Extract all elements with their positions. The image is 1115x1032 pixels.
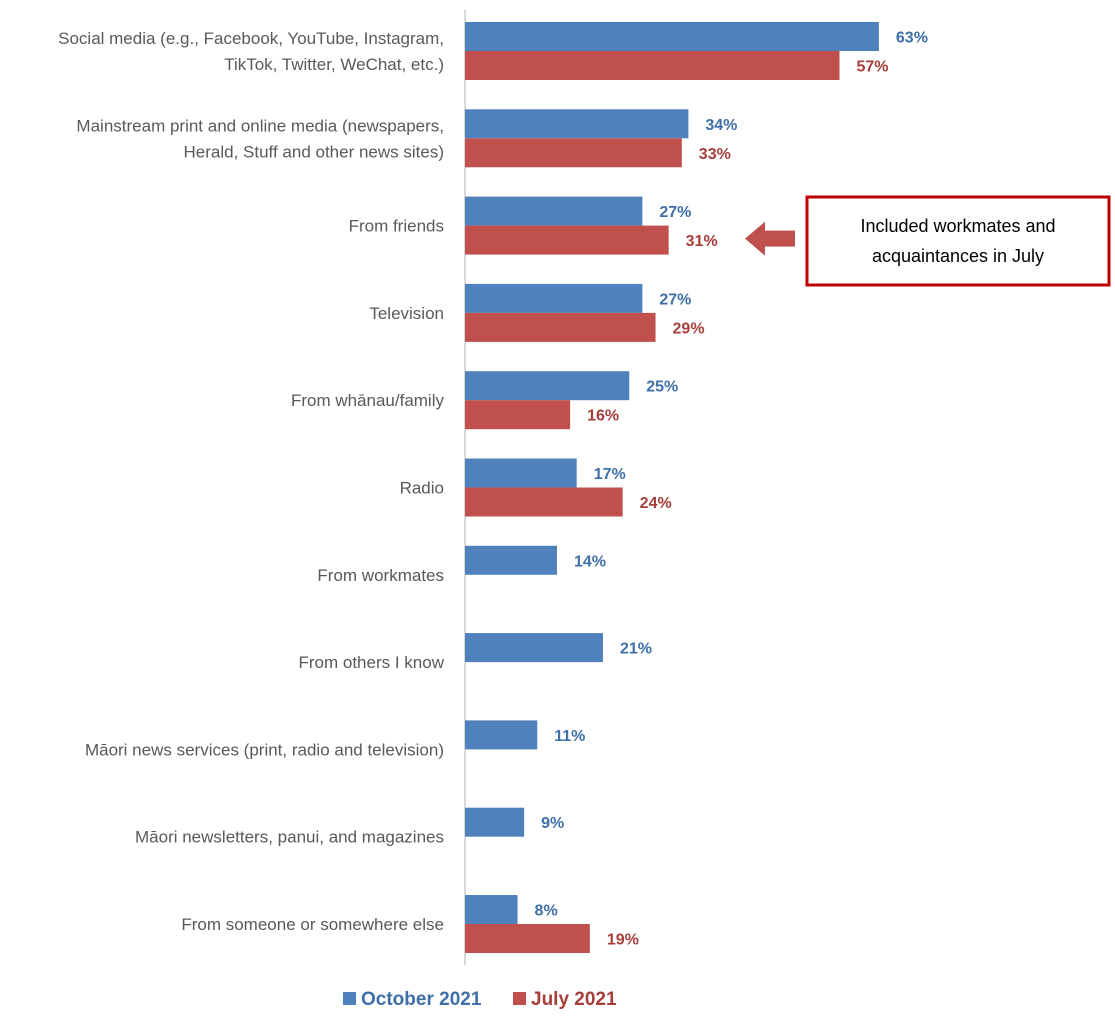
bar-october-2021 xyxy=(465,720,538,750)
value-label-july-2021: 33% xyxy=(699,146,731,163)
value-label-october-2021: 11% xyxy=(554,728,585,745)
value-label-october-2021: 25% xyxy=(646,379,678,396)
bar-october-2021 xyxy=(465,545,557,575)
annotation-box xyxy=(805,195,1111,287)
value-label-october-2021: 21% xyxy=(620,641,652,658)
category-label: Mainstream print and online media (newsp… xyxy=(76,116,444,161)
legend-swatch-july-2021 xyxy=(513,992,526,1005)
bar-october-2021 xyxy=(465,807,525,837)
bar-july-2021 xyxy=(465,225,669,255)
bar-july-2021 xyxy=(465,400,571,430)
value-label-july-2021: 29% xyxy=(673,320,705,337)
value-label-october-2021: 8% xyxy=(535,903,558,920)
annotation-arrow xyxy=(745,221,795,256)
bar-october-2021 xyxy=(465,196,643,226)
value-label-july-2021: 31% xyxy=(686,233,718,250)
value-label-october-2021: 27% xyxy=(659,204,691,221)
category-label: Television xyxy=(369,304,444,323)
category-label: From someone or somewhere else xyxy=(181,915,444,934)
bar-october-2021 xyxy=(465,22,879,51)
annotation-text: Included workmates and acquaintances in J… xyxy=(860,216,1055,266)
category-label: Māori newsletters, panui, and magazines xyxy=(135,828,444,847)
value-label-october-2021: 34% xyxy=(705,117,737,134)
category-label: From whānau/family xyxy=(291,391,445,410)
value-label-october-2021: 9% xyxy=(541,815,564,832)
bar-july-2021 xyxy=(465,487,623,517)
value-label-october-2021: 14% xyxy=(574,553,606,570)
legend-label-october-2021: October 2021 xyxy=(361,989,482,1010)
bar-october-2021 xyxy=(465,371,630,401)
value-label-july-2021: 19% xyxy=(607,932,639,949)
value-label-october-2021: 17% xyxy=(594,466,626,483)
bar-october-2021 xyxy=(465,458,577,488)
category-label: Māori news services (print, radio and te… xyxy=(85,740,444,759)
value-label-october-2021: 63% xyxy=(896,30,928,47)
category-label: Social media (e.g., Facebook, YouTube, I… xyxy=(58,29,444,74)
category-label: From workmates xyxy=(317,566,444,585)
bar-october-2021 xyxy=(465,895,518,924)
category-label: From others I know xyxy=(299,653,445,672)
bar-july-2021 xyxy=(465,312,656,342)
bar-october-2021 xyxy=(465,633,603,663)
category-label: From friends xyxy=(349,217,444,236)
value-label-july-2021: 57% xyxy=(856,59,888,76)
category-label: Radio xyxy=(400,479,444,498)
bar-october-2021 xyxy=(465,283,643,313)
bar-october-2021 xyxy=(465,109,689,139)
bar-july-2021 xyxy=(465,51,840,80)
value-label-july-2021: 24% xyxy=(640,495,672,512)
value-label-october-2021: 27% xyxy=(659,291,691,308)
legend-swatch-october-2021 xyxy=(343,992,356,1005)
legend-label-july-2021: July 2021 xyxy=(531,989,617,1010)
value-label-july-2021: 16% xyxy=(587,408,619,425)
bar-july-2021 xyxy=(465,138,682,168)
bar-july-2021 xyxy=(465,924,590,953)
